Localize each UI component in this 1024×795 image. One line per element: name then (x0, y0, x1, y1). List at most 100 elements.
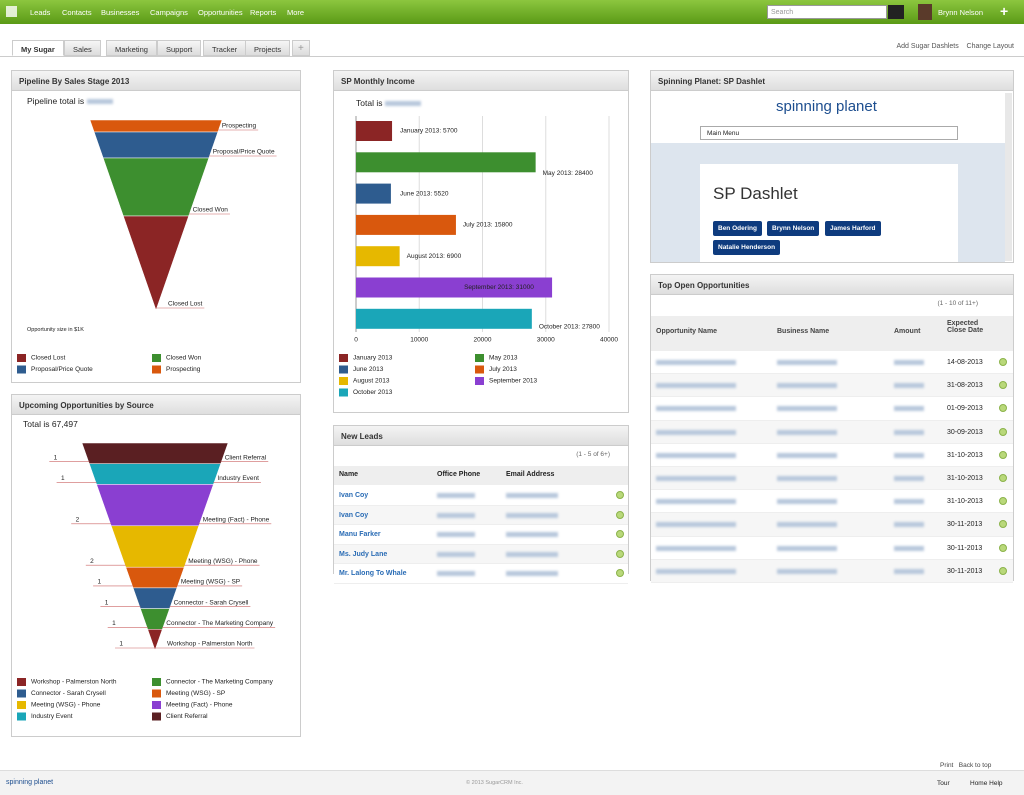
row-action[interactable] (616, 530, 624, 538)
pager[interactable]: (1 - 5 of 6+) (576, 451, 610, 458)
sp-button[interactable]: Brynn Nelson (767, 221, 820, 236)
dashlet-title: Pipeline By Sales Stage 2013 (12, 71, 300, 91)
print[interactable]: Print (940, 762, 954, 769)
actions: Add Sugar Dashlets Change Layout (896, 43, 1014, 50)
nav-item[interactable]: Leads (30, 8, 51, 17)
nav-item[interactable]: Contacts (62, 8, 92, 17)
row-action[interactable] (999, 474, 1007, 482)
legend-label: Client Referral (166, 713, 208, 720)
segment-label: Connector - Sarah Crysell (174, 599, 249, 606)
column-header[interactable]: Office Phone (437, 471, 481, 478)
tab[interactable]: Sales (64, 40, 101, 56)
column-header[interactable]: Amount (894, 328, 921, 335)
legend-label: June 2013 (353, 366, 384, 373)
lead-name[interactable]: Mr. Lalong To Whale (339, 570, 407, 577)
tab-rule (0, 56, 1024, 57)
blurred-cell (437, 571, 475, 576)
row-action[interactable] (616, 491, 624, 499)
funnel-segment (110, 525, 200, 568)
row-action[interactable] (999, 427, 1007, 436)
row-action[interactable] (616, 569, 624, 577)
change-layout[interactable]: Change Layout (966, 43, 1014, 50)
row-action[interactable] (999, 520, 1007, 529)
sp-button[interactable]: Natalie Henderson (713, 240, 781, 255)
lead-name[interactable]: Manu Farker (339, 531, 381, 538)
sp-button[interactable]: Ben Odering (713, 221, 763, 236)
row-action[interactable] (999, 566, 1007, 575)
tab[interactable]: Support (157, 40, 202, 56)
search-button[interactable] (888, 5, 904, 19)
legend-label: Connector - The Marketing Company (166, 679, 274, 686)
row-action[interactable] (999, 404, 1007, 413)
logo-icon[interactable] (6, 6, 17, 17)
lead-name[interactable]: Ivan Coy (339, 492, 369, 499)
column-header[interactable]: Email Address (506, 471, 555, 478)
funnel-segment (122, 215, 190, 311)
lead-name[interactable]: Ivan Coy (339, 511, 369, 519)
legend-swatch (475, 377, 484, 385)
tab[interactable]: My Sugar (12, 40, 64, 56)
x-tick-label: 0 (354, 337, 358, 344)
user-name[interactable]: Brynn Nelson (938, 8, 984, 17)
total: Total is 67,497 (23, 419, 78, 429)
scrollbar[interactable] (1005, 93, 1012, 261)
close-date: 31-10-2013 (947, 498, 983, 506)
nav-item[interactable]: Opportunities (198, 8, 243, 17)
blurred-cell (506, 532, 558, 537)
tab[interactable]: Marketing (106, 40, 157, 56)
pager[interactable]: (1 - 10 of 11+) (937, 300, 978, 307)
row-action[interactable] (999, 543, 1007, 552)
menu-select[interactable]: Main Menu (700, 126, 958, 140)
blurred-cell (506, 571, 558, 576)
row-action[interactable] (999, 358, 1007, 366)
column-header[interactable]: Expected Close Date (947, 320, 984, 334)
row-action[interactable] (999, 450, 1007, 459)
blurred-cell (506, 512, 558, 518)
iframe: spinning planet Main Menu SP Dashlet Ben… (651, 92, 1005, 262)
blurred-cell (894, 429, 924, 435)
legend-swatch (339, 388, 348, 397)
blurred-cell (894, 360, 924, 365)
dashlet-title: Upcoming Opportunities by Source (12, 395, 300, 415)
tour[interactable]: Tour (937, 780, 950, 787)
x-tick-label: 40000 (600, 337, 618, 344)
search-box[interactable]: Search (767, 5, 887, 19)
column-header[interactable]: Name (339, 471, 359, 478)
home-help[interactable]: Home Help (970, 780, 1003, 787)
legend-swatch (17, 678, 26, 686)
column-header[interactable]: Business Name (777, 328, 830, 335)
value-label: 1 (54, 454, 58, 461)
legend-label: January 2013 (353, 355, 393, 362)
blurred-cell (894, 545, 924, 551)
row-action[interactable] (616, 510, 624, 519)
legend-swatch (17, 365, 26, 374)
lead-name[interactable]: Ms. Judy Lane (339, 550, 388, 558)
legend-swatch (152, 365, 161, 374)
blurred-cell (777, 406, 837, 412)
legend-label: Meeting (WSG) - SP (166, 690, 225, 697)
blurred-cell (656, 568, 736, 574)
nav-item[interactable]: Businesses (101, 8, 140, 17)
table-row: 31-10-2013 (651, 490, 1013, 514)
add-dashlets[interactable]: Add Sugar Dashlets (896, 43, 959, 50)
row-action[interactable] (999, 381, 1007, 390)
row-action[interactable] (616, 549, 624, 558)
blurred-cell (437, 532, 475, 537)
row-action[interactable] (999, 497, 1007, 506)
add-button[interactable]: + (1000, 3, 1009, 19)
footer-brand[interactable]: spinning planet (6, 779, 54, 786)
nav-item[interactable]: More (287, 8, 305, 17)
sp-button[interactable]: James Harford (825, 221, 881, 236)
column-header[interactable]: Opportunity Name (656, 328, 718, 335)
back-to-top[interactable]: Back to top (958, 762, 992, 769)
value-label: June 2013: 5520 (400, 190, 449, 197)
bar (356, 152, 536, 173)
close-date: 14-08-2013 (947, 359, 983, 366)
table-row: 01-09-2013 (651, 397, 1013, 421)
add-tab[interactable]: + (292, 40, 310, 56)
tab[interactable]: Projects (245, 40, 291, 56)
value-label: 1 (119, 641, 123, 648)
nav-item[interactable]: Campaigns (150, 8, 188, 17)
nav-item[interactable]: Reports (250, 8, 277, 17)
